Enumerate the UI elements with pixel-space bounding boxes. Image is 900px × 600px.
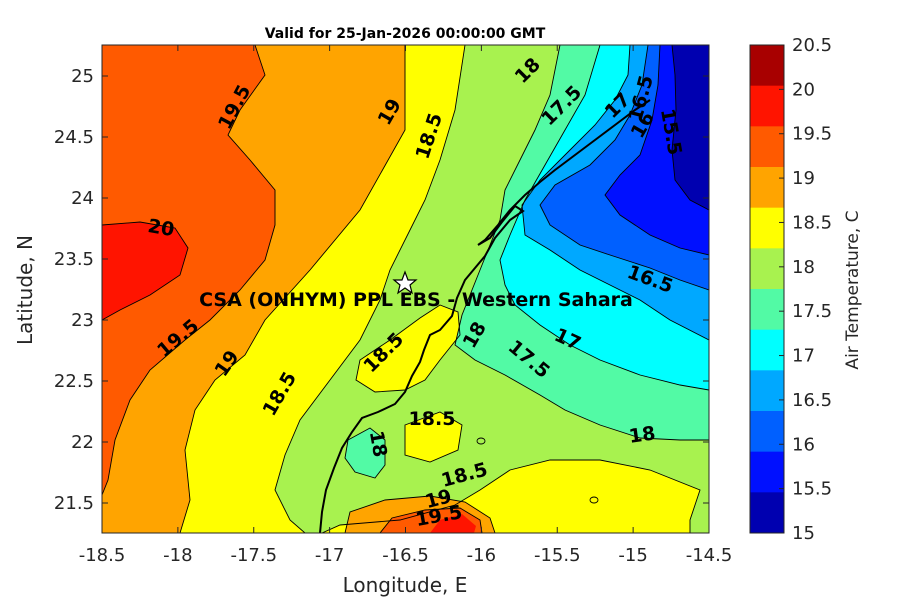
x-tick-label: -15 (618, 545, 647, 566)
isotherm-17-5 (499, 45, 709, 391)
isotherm-16 (604, 45, 709, 256)
colorbar-segment (750, 370, 784, 412)
x-tick-label: -16 (467, 545, 496, 566)
y-tick-label: 23 (71, 310, 94, 331)
isotherm-small-loop-2 (589, 496, 599, 504)
band-17-5-pocket (345, 428, 385, 478)
band-20-5-bottom (430, 514, 476, 533)
colorbar-segment (750, 126, 784, 168)
colorbar-tick-label: 15.5 (792, 479, 832, 500)
colorbar-tick-label: 17 (792, 346, 815, 367)
band-18-5-pocket-mid (356, 305, 460, 392)
x-tick-label: -17.5 (230, 545, 277, 566)
x-tick-label: -18.5 (79, 545, 126, 566)
colorbar-segment (750, 85, 784, 127)
isotherm-15-5 (671, 45, 709, 211)
colorbar-segment (750, 207, 784, 249)
isotherm-19-south (344, 495, 496, 533)
x-tick-label: -16.5 (382, 545, 429, 566)
map-title: Valid for 25-Jan-2026 00:00:00 GMT (265, 26, 546, 42)
band-18-5-pocket-bot (405, 412, 462, 462)
isotherm-18-5-pocket (355, 304, 461, 393)
band-15 (672, 45, 709, 210)
isotherm-18-5-pocket-bot (404, 411, 463, 463)
colorbar-segment (750, 167, 784, 209)
site-star-marker (392, 270, 418, 295)
contour-label: 18.5 (409, 408, 456, 430)
band-20-5 (102, 222, 188, 320)
colorbar-label: Air Temperature, C (843, 210, 863, 369)
y-tick-label: 24.5 (54, 127, 94, 148)
colorbar-tick-label: 20.5 (792, 35, 832, 56)
colorbar-segment (750, 329, 784, 371)
coastline (319, 99, 651, 533)
colorbar-segment (750, 289, 784, 331)
colorbar-segment (750, 45, 784, 87)
colorbar-tick-label: 19.5 (792, 124, 832, 145)
colorbar-tick-label: 20 (792, 79, 815, 100)
contour-label: 18 (628, 422, 657, 447)
isotherm-20 (102, 221, 189, 321)
colorbar-segment (750, 411, 784, 453)
colorbar-segment (750, 248, 784, 290)
colorbar-tick-label: 18 (792, 257, 815, 278)
isotherm-16-5 (539, 45, 709, 291)
contour-label: 18 (365, 429, 391, 459)
y-tick-label: 25 (71, 66, 94, 87)
isotherm-18 (454, 45, 709, 441)
site-label: CSA (ONHYM) PPL EBS - Western Sahara (199, 289, 633, 311)
isotherm-17 (521, 45, 709, 341)
colorbar: 20.5 20 19.5 19 18.5 18 17.5 17 16.5 16 15.5 15 (749, 35, 832, 544)
colorbar-frame (749, 44, 785, 534)
x-tick-label: -17 (315, 545, 344, 566)
colorbar-tick-label: 19 (792, 168, 815, 189)
isotherm-19-5-south (379, 507, 483, 533)
x-tick-label: -14.5 (686, 545, 733, 566)
isotherm-18-pocket (344, 427, 386, 479)
colorbar-segment (750, 451, 784, 493)
colorbar-tick-label: 16.5 (792, 390, 832, 411)
y-tick-label: 22 (71, 432, 94, 453)
colorbar-tick-label: 18.5 (792, 212, 832, 233)
colorbar-tick-label: 16 (792, 434, 815, 455)
temperature-field (102, 45, 709, 533)
isotherm-small-loop-1 (476, 437, 486, 445)
colorbar-segment (750, 492, 784, 534)
y-axis: 25 24.5 24 23.5 23 22.5 22 21.5 (54, 66, 709, 514)
colorbar-tick-label: 15 (792, 523, 815, 544)
isotherm-19-5 (102, 45, 276, 496)
contour-label: 20 (146, 215, 176, 241)
y-tick-label: 23.5 (54, 249, 94, 270)
y-axis-label: Latitude, N (13, 235, 37, 345)
y-tick-label: 22.5 (54, 371, 94, 392)
x-tick-label: -18 (163, 545, 192, 566)
x-tick-label: -15.5 (534, 545, 581, 566)
isotherm-18-5 (274, 45, 466, 533)
y-tick-label: 21.5 (54, 493, 94, 514)
x-axis: -18.5 -18 -17.5 -17 -16.5 -16 -15.5 -15 -14.5 (79, 45, 733, 566)
isotherm-19 (179, 45, 406, 533)
y-tick-label: 24 (71, 188, 94, 209)
band-20 (102, 45, 275, 495)
colorbar-tick-label: 17.5 (792, 301, 832, 322)
x-axis-label: Longitude, E (343, 573, 468, 597)
